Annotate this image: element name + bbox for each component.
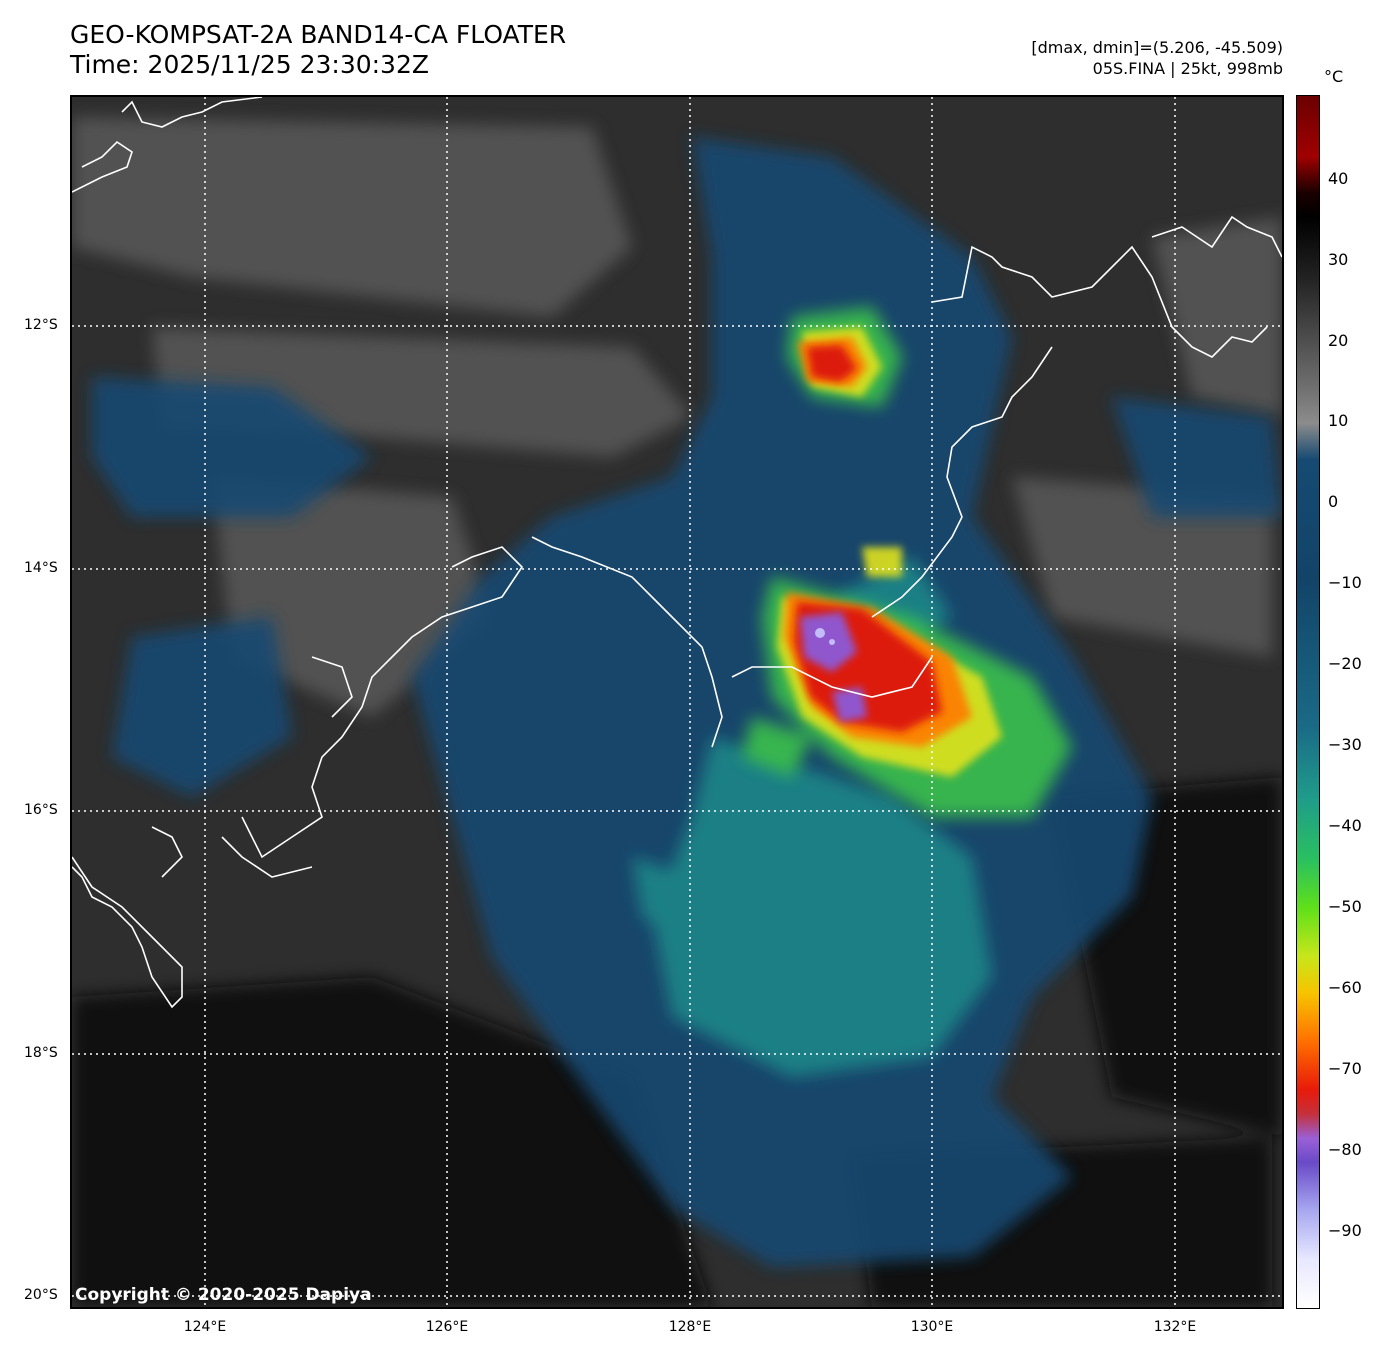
clear-sky-areas [72, 777, 1282, 1307]
chart-title: GEO-KOMPSAT-2A BAND14-CA FLOATER Time: 2… [70, 20, 566, 80]
lon-label: 132°E [1153, 1319, 1197, 1335]
lat-label: 18°S [24, 1045, 58, 1061]
satellite-map [70, 95, 1284, 1309]
colorbar-tick: −60 [1328, 978, 1362, 997]
low-cloud-areas [72, 117, 1282, 717]
lon-label: 126°E [425, 1319, 469, 1335]
overshooting-tops [800, 612, 867, 722]
colorbar-tick: −40 [1328, 816, 1362, 835]
colorbar [1296, 95, 1320, 1309]
colorbar-tick: −90 [1328, 1221, 1362, 1240]
coldest-pixels [815, 628, 835, 645]
colorbar-tick: 40 [1328, 169, 1349, 188]
colorbar-tick: −20 [1328, 654, 1362, 673]
colorbar-tick: −50 [1328, 897, 1362, 916]
colorbar-tick: −30 [1328, 735, 1362, 754]
colorbar-tick: −70 [1328, 1059, 1362, 1078]
dmax-dmin-label: [dmax, dmin]=(5.206, -45.509) [1031, 38, 1283, 57]
colorbar-tick: −80 [1328, 1140, 1362, 1159]
lat-label: 20°S [24, 1287, 58, 1303]
satellite-imagery [72, 97, 1282, 1307]
lat-label: 12°S [24, 317, 58, 333]
lat-label: 16°S [24, 802, 58, 818]
copyright-notice: Copyright © 2020-2025 Dapiya [75, 1285, 372, 1305]
lat-label: 14°S [24, 560, 58, 576]
colorbar-tick: −10 [1328, 573, 1362, 592]
satellite-title: GEO-KOMPSAT-2A BAND14-CA FLOATER [70, 20, 567, 49]
storm-label: 05S.FINA | 25kt, 998mb [1092, 59, 1283, 78]
colorbar-tick: 20 [1328, 331, 1349, 350]
colorbar-unit: °C [1324, 67, 1344, 86]
lon-label: 130°E [910, 1319, 954, 1335]
colorbar-tick: 0 [1328, 492, 1339, 511]
time-label: Time: 2025/11/25 23:30:32Z [70, 50, 429, 79]
colorbar-tick: 10 [1328, 411, 1349, 430]
graticule [72, 97, 1282, 1307]
lon-label: 124°E [183, 1319, 227, 1335]
colorbar-tick: 30 [1328, 250, 1349, 269]
storm-info: [dmax, dmin]=(5.206, -45.509) 05S.FINA |… [1031, 37, 1283, 79]
lon-label: 128°E [668, 1319, 712, 1335]
coastline [72, 97, 1282, 1009]
